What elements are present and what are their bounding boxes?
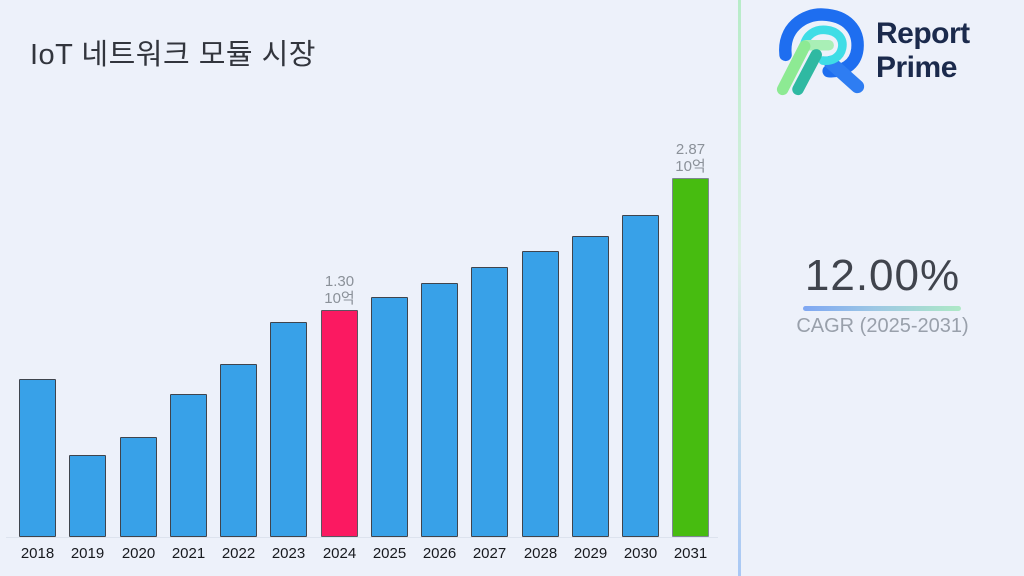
bar-2027 (471, 267, 508, 537)
x-tick-2018: 2018 (20, 545, 55, 562)
x-axis-line (6, 537, 718, 538)
bar-2018 (19, 379, 56, 537)
bar-2030 (622, 215, 659, 537)
brand-name-line2: Prime (876, 51, 957, 84)
bar-value-label-2024: 1.30 10억 (324, 273, 355, 307)
cagr-value: 12.00% (804, 251, 961, 300)
x-tick-2026: 2026 (422, 545, 457, 562)
page-title: IoT 네트워크 모듈 시장 (30, 39, 316, 72)
bar-chart: 2018 2019 2020 2021 2022 2023 2024 2025 2026 2027… (6, 141, 718, 562)
brand-name: Report Prime (876, 17, 970, 85)
bar-value-label-2031: 2.87 10억 (675, 141, 706, 175)
panel-divider (738, 0, 741, 576)
x-tick-2019: 2019 (70, 545, 105, 562)
brand-logo-row: Report Prime (775, 6, 970, 96)
x-tick-2031: 2031 (673, 545, 708, 562)
bar-2025 (371, 297, 408, 537)
x-tick-2027: 2027 (472, 545, 507, 562)
cagr-caption: CAGR (2025-2031) (796, 315, 969, 337)
brand-name-line1: Report (876, 17, 970, 50)
x-tick-2029: 2029 (573, 545, 608, 562)
report-prime-logo-icon (776, 8, 865, 96)
x-tick-2022: 2022 (221, 545, 256, 562)
bar-2024 (321, 310, 358, 537)
bar-2028 (522, 251, 559, 537)
bar-2019 (69, 455, 106, 537)
x-tick-2020: 2020 (121, 545, 156, 562)
bar-2022 (220, 364, 257, 537)
bar-2021 (170, 394, 207, 537)
bar-2029 (572, 236, 609, 537)
bar-2031 (672, 178, 709, 537)
x-tick-2021: 2021 (171, 545, 206, 562)
x-tick-2025: 2025 (372, 545, 407, 562)
x-tick-2028: 2028 (523, 545, 558, 562)
bar-2020 (120, 437, 157, 537)
x-tick-2023: 2023 (271, 545, 306, 562)
x-tick-2024: 2024 (322, 545, 357, 562)
bar-2026 (421, 283, 458, 537)
bar-2023 (270, 322, 307, 537)
cagr-underline (803, 306, 961, 311)
x-tick-2030: 2030 (623, 545, 658, 562)
chart-panel: IoT 네트워크 모듈 시장 2018 2019 2020 2021 2022 2023 2… (6, 39, 718, 562)
info-panel: Report Prime 12.00% CAGR (2025-2031) (741, 0, 1024, 576)
